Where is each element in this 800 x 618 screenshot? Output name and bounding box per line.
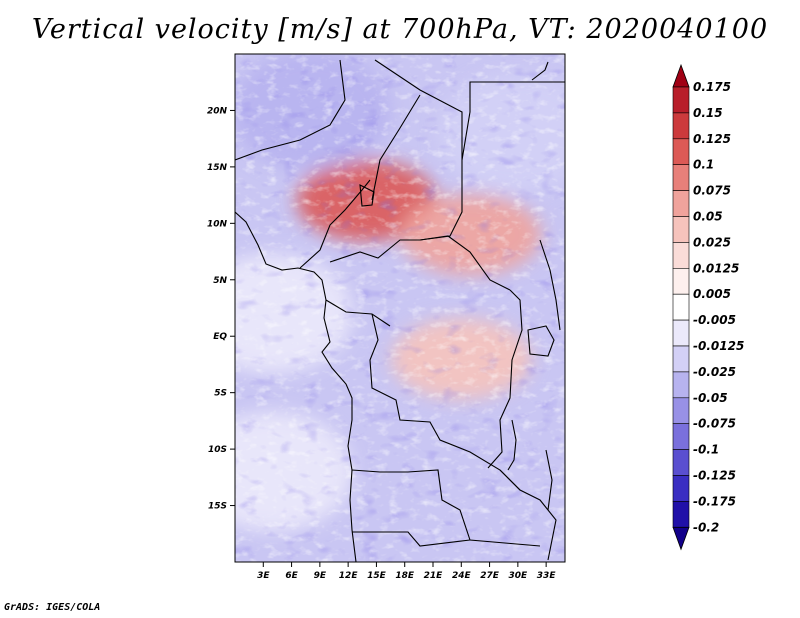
colorbar-label: -0.075 [693, 417, 736, 431]
colorbar-label: -0.1 [693, 443, 719, 457]
x-tick-label: 21E [424, 571, 444, 581]
map-borders [235, 59, 565, 562]
border-cameroon-south [325, 299, 391, 327]
colorbar-label: -0.175 [693, 494, 736, 508]
field-texture-white [235, 54, 565, 562]
colorbar-swatch [672, 397, 690, 424]
y-tick-label: EQ [213, 332, 227, 342]
lake-tanganyika [507, 419, 517, 471]
border-chad-sudan [371, 94, 421, 201]
x-axis: 3E 6E 9E 12E 15E 18E 21E 24E 27E 30E 33E [257, 562, 556, 581]
border-nigeria-cameroon [299, 179, 371, 269]
x-tick-label: 24E [452, 571, 472, 581]
y-tick-label: 5S [214, 389, 227, 399]
y-tick-label: 15N [207, 163, 228, 173]
colorbar-top-arrow [672, 63, 690, 88]
lake-malawi [545, 449, 553, 511]
border-angola-south [352, 531, 471, 547]
x-tick-label: 3E [257, 571, 270, 581]
x-tick-label: 18E [395, 571, 415, 581]
border-libya-chad [374, 59, 463, 160]
colorbar-bottom-arrow [672, 526, 690, 551]
colorbar-label: 0.125 [693, 132, 731, 146]
colorbar-swatch [672, 86, 690, 114]
colorbar-label: -0.2 [693, 520, 719, 534]
colorbar-swatch [672, 449, 690, 476]
colorbar-swatch [672, 293, 690, 321]
x-tick-label: 27E [480, 571, 500, 581]
colorbar-swatch [672, 371, 690, 399]
chart-title: Vertical velocity [m/s] at 700hPa, VT: 2… [31, 14, 769, 45]
y-tick-label: 20N [207, 106, 228, 116]
colorbar-label: 0.1 [693, 158, 714, 172]
colorbar-label: 0.175 [693, 80, 731, 94]
colorbar-label: 0.025 [693, 235, 731, 249]
border-lake-chad [359, 184, 375, 207]
colorbar-label: -0.025 [693, 365, 736, 379]
colorbar-swatch [672, 501, 690, 528]
border-car [329, 235, 511, 291]
colorbar-label: 0.15 [693, 106, 723, 120]
grads-credit: GrADS: IGES/COLA [4, 602, 101, 613]
y-tick-label: 5N [213, 276, 227, 286]
border-zambia [499, 469, 557, 561]
border-east [539, 239, 561, 331]
colorbar-swatch [672, 267, 690, 295]
x-tick-label: 12E [339, 571, 359, 581]
border-niger-mali [235, 59, 346, 161]
border-congo [369, 313, 521, 491]
colorbar-label: -0.0125 [693, 339, 744, 353]
plot-area [235, 54, 565, 562]
colorbar-label: -0.005 [693, 313, 736, 327]
colorbar-label: -0.125 [693, 469, 736, 483]
x-tick-label: 9E [314, 571, 327, 581]
colorbar-swatch [672, 112, 690, 140]
colorbar-label: 0.075 [693, 184, 731, 198]
y-tick-label: 10S [208, 445, 227, 455]
red-sea-coast [531, 61, 549, 81]
colorbar-label: 0.005 [693, 287, 731, 301]
y-tick-label: 10N [207, 219, 228, 229]
colorbar-swatch [672, 423, 690, 450]
colorbar-swatch [672, 475, 690, 502]
y-tick-label: 15S [208, 502, 227, 512]
border-angola [351, 469, 541, 547]
colorbar-swatch [672, 242, 690, 269]
colorbar-label: 0.05 [693, 210, 723, 224]
coastline-west-africa [235, 211, 357, 562]
colorbar-label: 0.0125 [693, 261, 739, 275]
y-axis: 20N 15N 10N 5N EQ 5S 10S 15S [207, 106, 235, 512]
plot-frame [234, 53, 566, 563]
colorbar-swatch [672, 164, 690, 191]
x-tick-label: 30E [509, 571, 529, 581]
colorbar-swatch [672, 345, 690, 373]
x-tick-label: 33E [537, 571, 557, 581]
border-drc-east [487, 289, 523, 469]
lake-victoria [527, 325, 555, 357]
colorbar-swatch [672, 216, 690, 243]
border-sudan-ss [419, 81, 565, 241]
colorbar-swatch [672, 190, 690, 217]
x-tick-label: 6E [285, 571, 298, 581]
colorbar: 0.175 0.15 0.125 0.1 0.075 0.05 0.025 0.0125 0.0… [672, 63, 744, 551]
colorbar-swatch [672, 138, 690, 166]
colorbar-label: -0.05 [693, 391, 728, 405]
colorbar-swatch [672, 319, 690, 347]
x-tick-label: 15E [367, 571, 387, 581]
